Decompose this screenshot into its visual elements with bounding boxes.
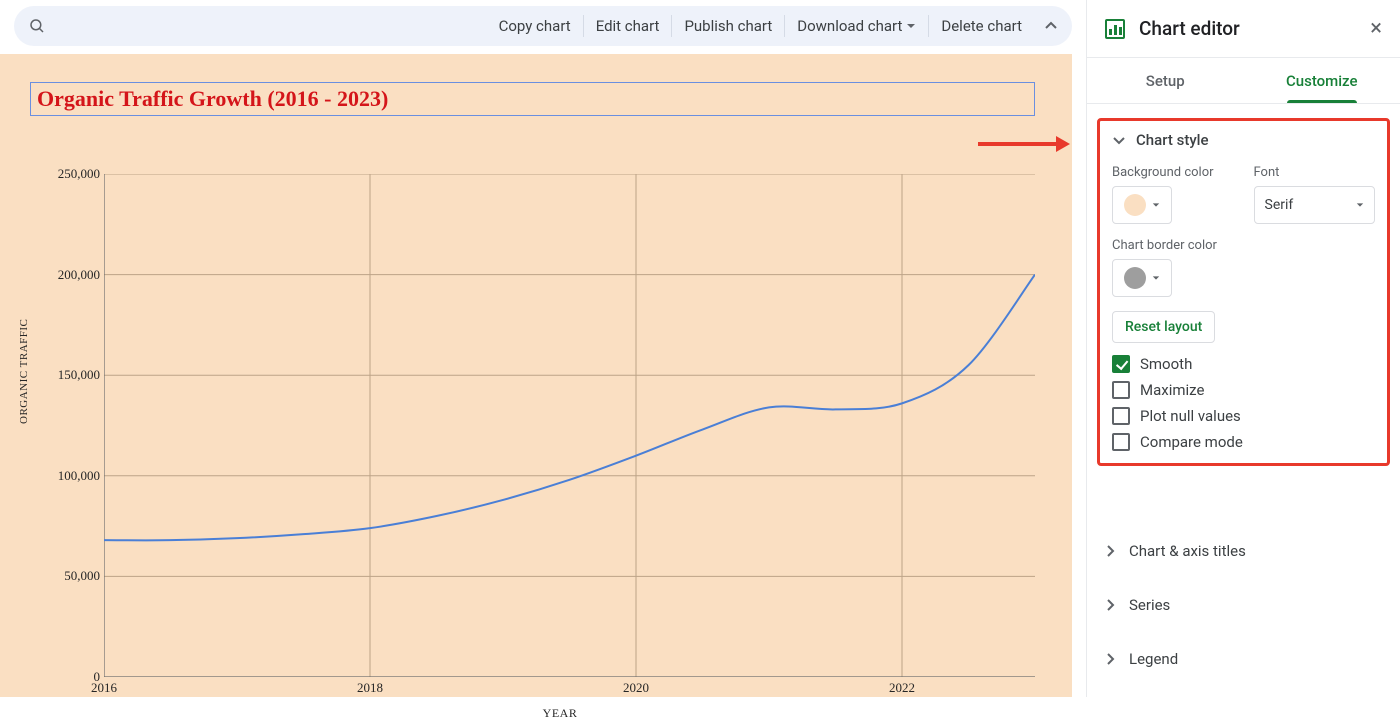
smooth-label: Smooth bbox=[1140, 355, 1192, 373]
tab-setup[interactable]: Setup bbox=[1087, 58, 1244, 103]
chart-title-box[interactable]: Organic Traffic Growth (2016 - 2023) bbox=[30, 82, 1035, 116]
publish-chart-button[interactable]: Publish chart bbox=[672, 17, 784, 35]
border-color-label: Chart border color bbox=[1112, 238, 1375, 253]
series-label: Series bbox=[1129, 596, 1170, 614]
editor-tabs: Setup Customize bbox=[1087, 58, 1400, 104]
editor-title: Chart editor bbox=[1139, 17, 1240, 40]
bg-color-picker[interactable] bbox=[1112, 186, 1172, 224]
chart-title: Organic Traffic Growth (2016 - 2023) bbox=[37, 86, 388, 111]
checkbox-icon bbox=[1112, 407, 1130, 425]
chart-toolbar: Copy chart Edit chart Publish chart Down… bbox=[14, 6, 1072, 46]
series-section[interactable]: Series bbox=[1097, 578, 1390, 632]
chevron-right-icon bbox=[1103, 598, 1117, 612]
download-chart-label: Download chart bbox=[797, 17, 902, 35]
axis-titles-section[interactable]: Chart & axis titles bbox=[1097, 524, 1390, 578]
close-icon[interactable]: × bbox=[1370, 16, 1382, 41]
chart-plot bbox=[104, 174, 1035, 677]
chart-style-checkboxes: Smooth Maximize Plot null values Compare… bbox=[1112, 355, 1375, 451]
download-chart-button[interactable]: Download chart bbox=[785, 17, 928, 35]
y-tick-label: 150,000 bbox=[58, 367, 100, 383]
maximize-label: Maximize bbox=[1140, 381, 1204, 399]
chart-style-title: Chart style bbox=[1136, 131, 1209, 149]
plot-null-checkbox[interactable]: Plot null values bbox=[1112, 407, 1375, 425]
y-tick-label: 200,000 bbox=[58, 267, 100, 283]
axis-titles-label: Chart & axis titles bbox=[1129, 542, 1246, 560]
annotation-arrow bbox=[978, 134, 1070, 154]
x-axis-label: YEAR bbox=[543, 706, 578, 721]
bg-color-swatch bbox=[1124, 194, 1146, 216]
chevron-down-icon bbox=[1112, 133, 1126, 147]
checkbox-icon bbox=[1112, 433, 1130, 451]
maximize-checkbox[interactable]: Maximize bbox=[1112, 381, 1375, 399]
compare-checkbox[interactable]: Compare mode bbox=[1112, 433, 1375, 451]
edit-chart-button[interactable]: Edit chart bbox=[584, 17, 672, 35]
legend-label: Legend bbox=[1129, 650, 1178, 668]
compare-label: Compare mode bbox=[1140, 433, 1243, 451]
font-select[interactable]: Serif bbox=[1254, 186, 1376, 224]
reset-layout-button[interactable]: Reset layout bbox=[1112, 311, 1215, 343]
caret-down-icon bbox=[1152, 274, 1160, 282]
font-value: Serif bbox=[1265, 197, 1294, 213]
editor-header: Chart editor × bbox=[1087, 0, 1400, 58]
plot-null-label: Plot null values bbox=[1140, 407, 1241, 425]
bg-color-field: Background color bbox=[1112, 165, 1234, 224]
chevron-right-icon bbox=[1103, 544, 1117, 558]
border-color-field: Chart border color bbox=[1112, 238, 1375, 297]
accordion-group: Chart & axis titles Series Legend bbox=[1097, 524, 1390, 686]
caret-down-icon bbox=[906, 21, 916, 31]
search-icon[interactable] bbox=[28, 17, 46, 35]
copy-chart-button[interactable]: Copy chart bbox=[487, 17, 583, 35]
chart-icon bbox=[1105, 19, 1125, 39]
bg-color-label: Background color bbox=[1112, 165, 1234, 180]
y-tick-label: 250,000 bbox=[58, 166, 100, 182]
toolbar-actions: Copy chart Edit chart Publish chart Down… bbox=[487, 15, 1034, 37]
y-tick-label: 100,000 bbox=[58, 468, 100, 484]
x-tick-label: 2022 bbox=[889, 680, 915, 696]
chevron-right-icon bbox=[1103, 652, 1117, 666]
font-label: Font bbox=[1254, 165, 1376, 180]
y-axis-label: ORGANIC TRAFFIC bbox=[18, 319, 30, 424]
border-color-picker[interactable] bbox=[1112, 259, 1172, 297]
legend-section[interactable]: Legend bbox=[1097, 632, 1390, 686]
x-tick-label: 2018 bbox=[357, 680, 383, 696]
chart-style-header[interactable]: Chart style bbox=[1112, 131, 1375, 149]
collapse-toolbar-button[interactable] bbox=[1044, 19, 1058, 33]
tab-customize[interactable]: Customize bbox=[1244, 58, 1400, 103]
caret-down-icon bbox=[1152, 201, 1160, 209]
caret-down-icon bbox=[1356, 201, 1364, 209]
checkbox-icon bbox=[1112, 355, 1130, 373]
smooth-checkbox[interactable]: Smooth bbox=[1112, 355, 1375, 373]
x-tick-label: 2020 bbox=[623, 680, 649, 696]
x-tick-label: 2016 bbox=[91, 680, 117, 696]
chart-style-section: Chart style Background color Font Serif bbox=[1097, 118, 1390, 466]
y-axis-ticks: 050,000100,000150,000200,000250,000 bbox=[54, 174, 100, 677]
delete-chart-button[interactable]: Delete chart bbox=[929, 17, 1034, 35]
border-color-swatch bbox=[1124, 267, 1146, 289]
font-field: Font Serif bbox=[1254, 165, 1376, 224]
chart-canvas: Organic Traffic Growth (2016 - 2023) 050… bbox=[0, 54, 1072, 697]
y-tick-label: 50,000 bbox=[64, 568, 100, 584]
chart-editor-panel: Chart editor × Setup Customize Chart sty… bbox=[1086, 0, 1400, 697]
checkbox-icon bbox=[1112, 381, 1130, 399]
